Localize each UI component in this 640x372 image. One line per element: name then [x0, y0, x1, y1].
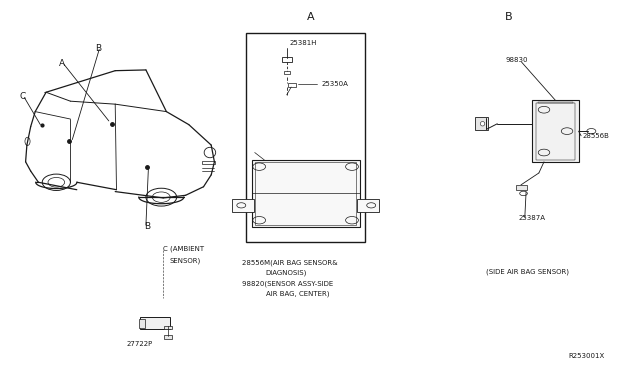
- Bar: [282, 57, 292, 62]
- Text: 28556M(AIR BAG SENSOR&: 28556M(AIR BAG SENSOR&: [242, 259, 337, 266]
- Bar: [140, 317, 170, 329]
- Bar: [532, 100, 579, 162]
- Text: 25387A: 25387A: [518, 215, 545, 221]
- Bar: [538, 102, 573, 103]
- Bar: [139, 319, 145, 328]
- Text: A: A: [307, 12, 314, 22]
- Bar: [164, 326, 172, 329]
- Bar: [288, 83, 296, 87]
- Text: (SIDE AIR BAG SENSOR): (SIDE AIR BAG SENSOR): [486, 268, 570, 275]
- Text: B: B: [144, 222, 150, 231]
- Bar: [536, 103, 575, 160]
- Bar: [252, 160, 360, 227]
- Bar: [164, 335, 172, 339]
- Text: C (AMBIENT: C (AMBIENT: [163, 246, 204, 253]
- Bar: [475, 117, 488, 131]
- Text: 98830: 98830: [506, 57, 528, 62]
- Text: 25381H: 25381H: [289, 40, 317, 46]
- Text: B: B: [505, 12, 513, 22]
- Text: C: C: [19, 92, 26, 101]
- Text: B: B: [95, 44, 101, 53]
- Text: 27722P: 27722P: [126, 341, 153, 347]
- Text: A: A: [59, 59, 65, 68]
- Text: 25350A: 25350A: [322, 81, 349, 87]
- Text: AIR BAG, CENTER): AIR BAG, CENTER): [266, 291, 329, 297]
- Bar: [246, 33, 365, 242]
- Text: R253001X: R253001X: [568, 353, 605, 359]
- Bar: [202, 161, 215, 164]
- Text: SENSOR): SENSOR): [170, 257, 201, 264]
- Bar: [232, 199, 254, 212]
- Bar: [516, 185, 527, 190]
- Text: 98820(SENSOR ASSY-SIDE: 98820(SENSOR ASSY-SIDE: [242, 280, 333, 287]
- Bar: [357, 199, 379, 212]
- Ellipse shape: [480, 122, 485, 126]
- Text: 28556B: 28556B: [582, 133, 609, 139]
- Bar: [255, 162, 356, 225]
- Text: DIAGNOSIS): DIAGNOSIS): [266, 269, 307, 276]
- Bar: [284, 71, 290, 74]
